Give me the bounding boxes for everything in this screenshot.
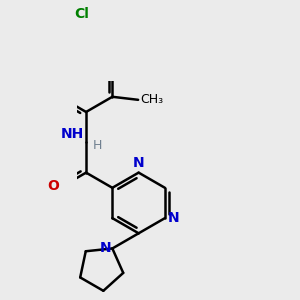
Text: CH₃: CH₃ xyxy=(140,93,164,106)
Text: N: N xyxy=(100,242,111,256)
Text: Cl: Cl xyxy=(74,7,89,21)
Text: O: O xyxy=(47,179,59,193)
Text: NH: NH xyxy=(61,127,84,141)
Text: N: N xyxy=(133,157,144,170)
Text: H: H xyxy=(93,139,102,152)
Text: N: N xyxy=(168,211,179,225)
